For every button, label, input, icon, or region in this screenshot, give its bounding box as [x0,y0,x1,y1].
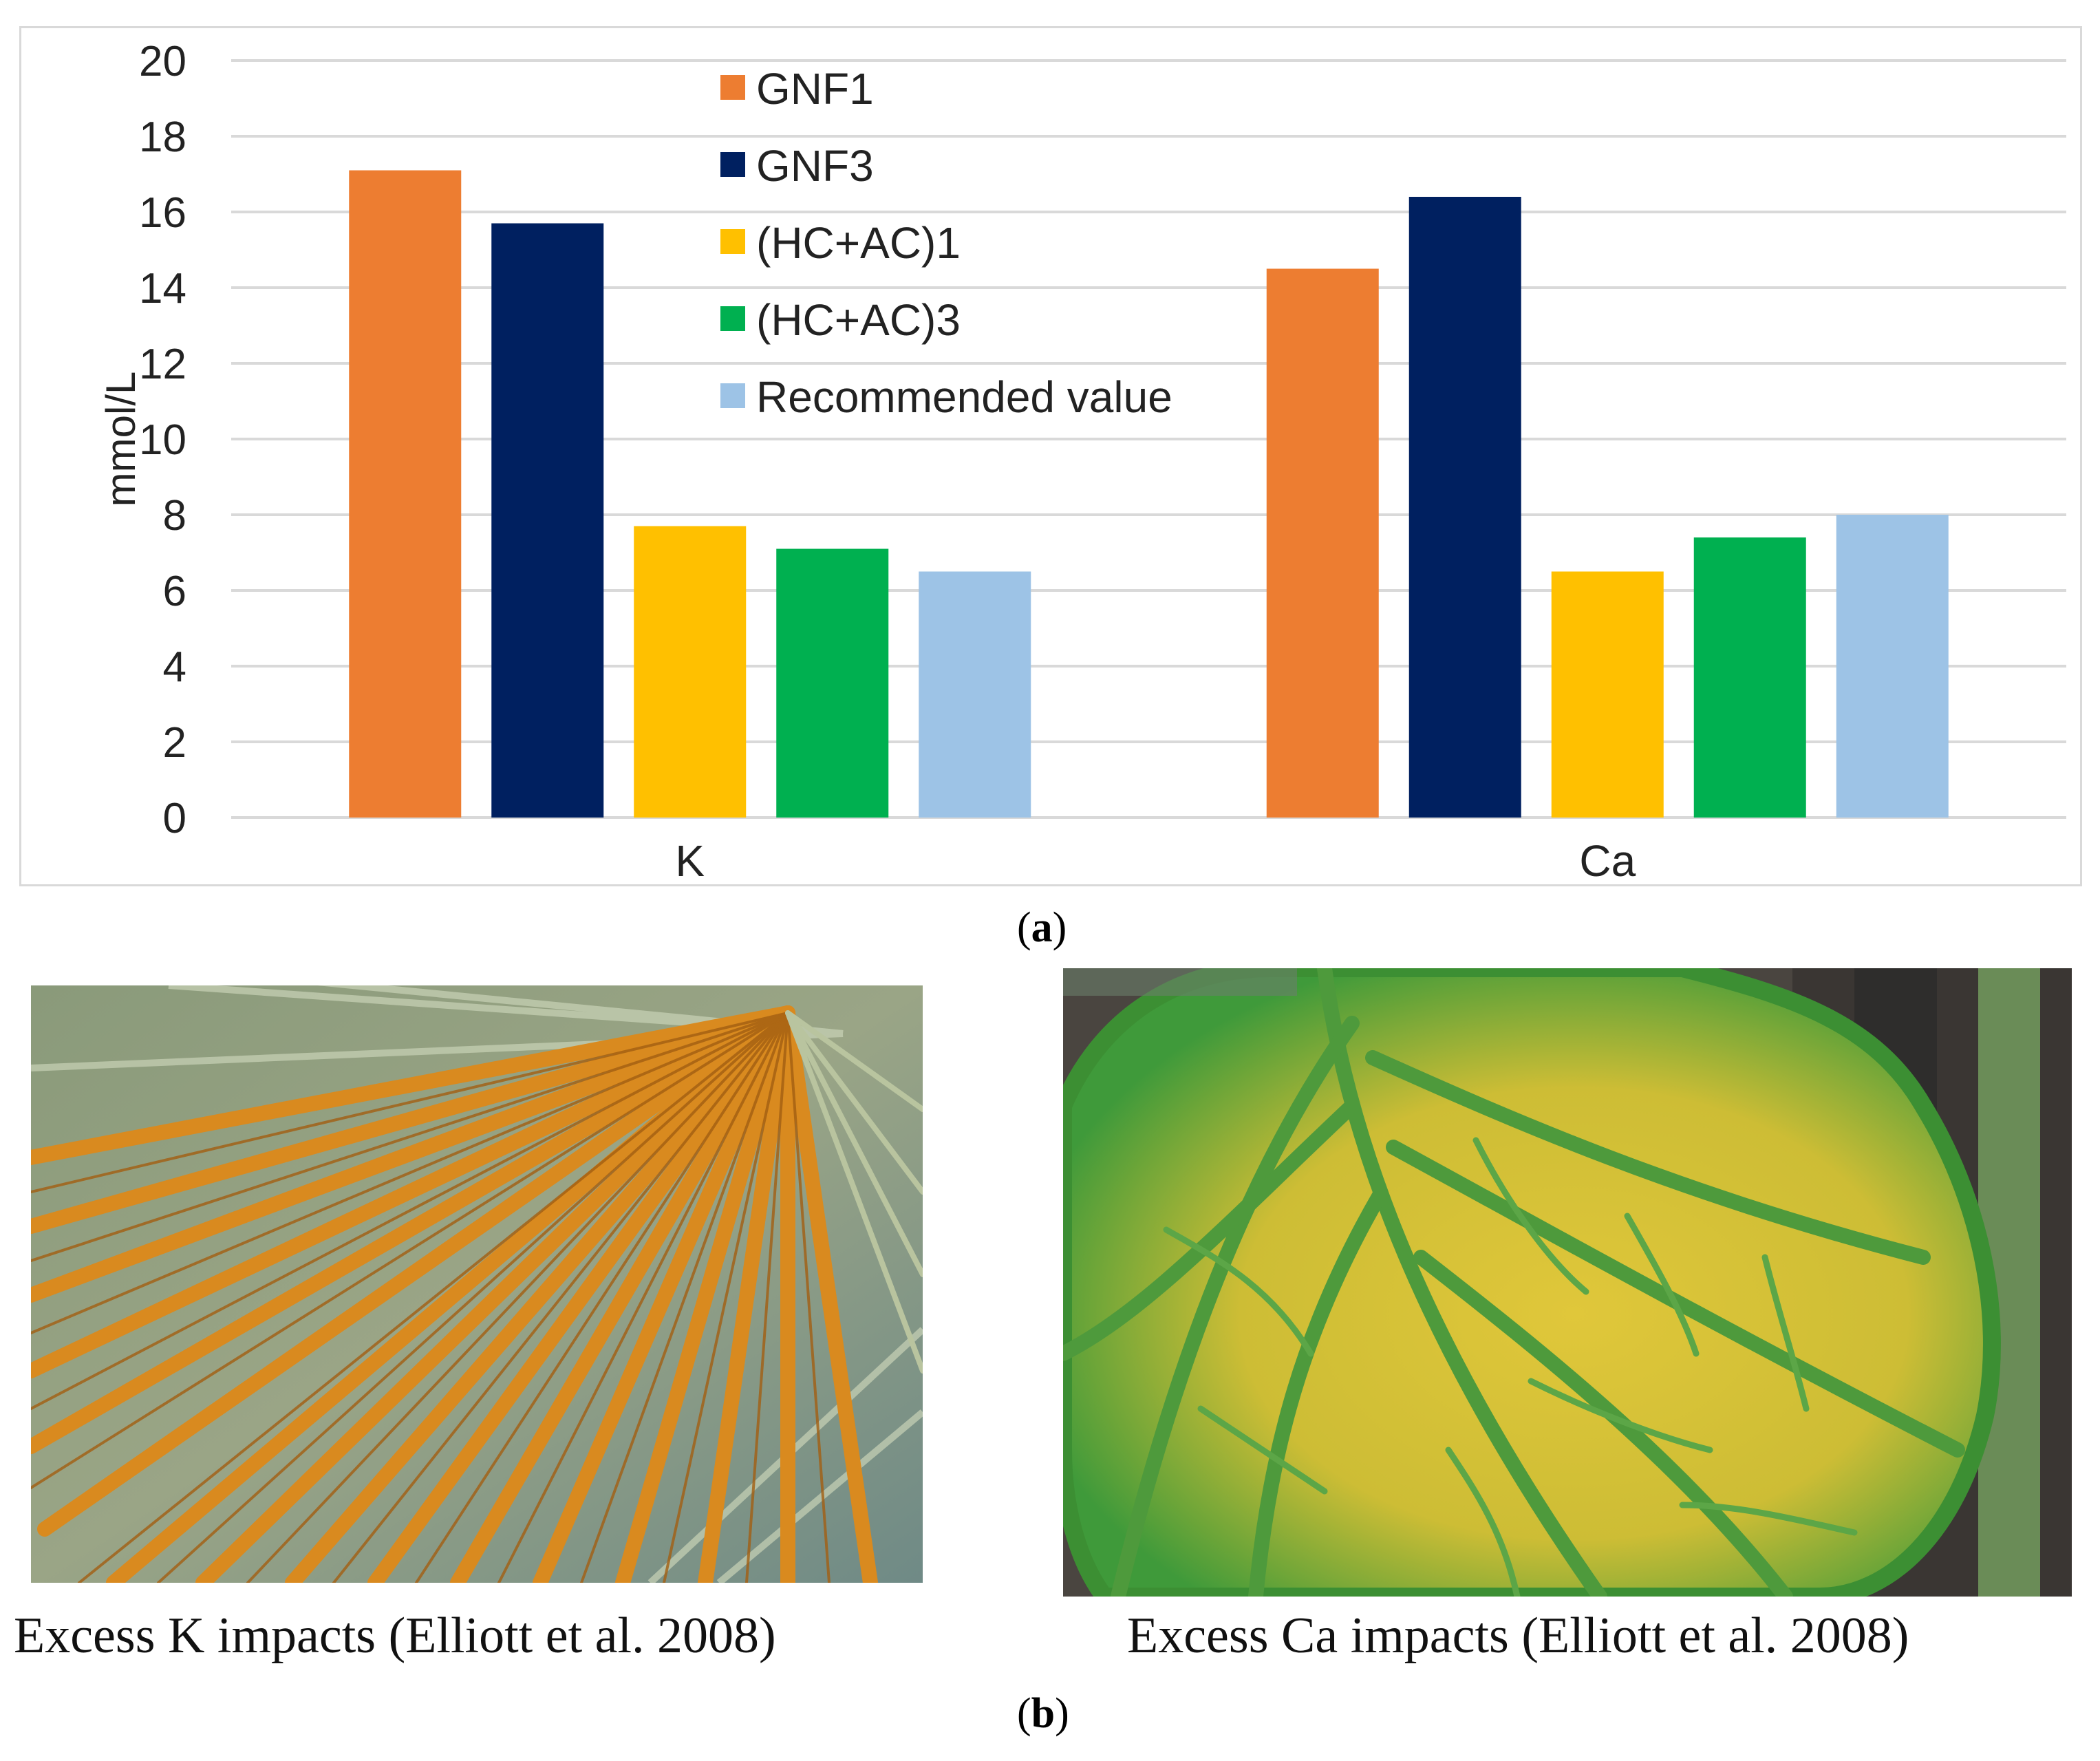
bar-ca-hc-ac-3 [1693,537,1806,818]
legend-swatch-recommended-value [720,383,745,408]
chart-frame: 0 2 4 6 8 10 12 14 16 18 20 mmol/L K Ca GNF1 GNF3 (HC+AC… [19,26,2082,886]
y-tick-label-10: 10 [139,416,186,464]
legend-swatch-gnf1 [720,75,745,100]
y-tick-label-0: 0 [163,795,186,842]
bar-k-gnf1 [349,170,462,818]
legend-label-gnf1: GNF1 [756,64,874,114]
bar-k-hc-ac-1 [634,526,747,818]
y-tick-label-8: 8 [163,492,186,540]
excess-ca-photo [1063,968,2072,1597]
excess-k-photo [31,985,923,1583]
bar-ca-recommended-value [1836,515,1949,818]
leaf-image [1063,968,2072,1597]
x-category-label-k: K [675,836,705,884]
legend-label-recommended-value: Recommended value [756,372,1172,422]
subfigure-letter-a: a [1031,904,1053,951]
subfigure-letter-b: b [1031,1690,1056,1737]
bar-k-hc-ac-3 [776,548,889,818]
subfigure-label-a: (a) [1017,904,1067,951]
y-tick-label-12: 12 [139,341,186,388]
y-tick-label-18: 18 [139,114,186,161]
y-tick-label-6: 6 [163,568,186,615]
y-tick-label-2: 2 [163,719,186,767]
y-tick-label-4: 4 [163,643,186,691]
bar-ca-gnf1 [1266,268,1379,818]
bar-k-gnf3 [491,223,604,818]
y-tick-label-20: 20 [139,38,186,85]
excess-ca-caption: Excess Ca impacts (Elliott et al. 2008) [1127,1608,1909,1664]
bar-ca-hc-ac-1 [1551,571,1664,818]
legend-label-hc-ac-1: (HC+AC)1 [756,218,961,268]
palm-frond-image [31,985,923,1583]
bar-chart: 0 2 4 6 8 10 12 14 16 18 20 mmol/L K Ca GNF1 GNF3 (HC+AC… [98,38,2066,884]
legend-label-hc-ac-3: (HC+AC)3 [756,295,961,345]
legend-label-gnf3: GNF3 [756,141,874,191]
legend-swatch-hc-ac-1 [720,229,745,254]
bar-ca-gnf3 [1408,197,1521,818]
excess-k-caption: Excess K impacts (Elliott et al. 2008) [14,1608,776,1664]
subfigure-label-b: (b) [1017,1690,1069,1737]
y-axis-label: mmol/L [98,372,144,507]
legend-swatch-gnf3 [720,152,745,177]
x-category-label-ca: Ca [1579,836,1636,884]
y-tick-label-16: 16 [139,189,186,237]
y-tick-label-14: 14 [139,265,186,312]
bar-k-recommended-value [919,571,1031,818]
legend-swatch-hc-ac-3 [720,306,745,331]
